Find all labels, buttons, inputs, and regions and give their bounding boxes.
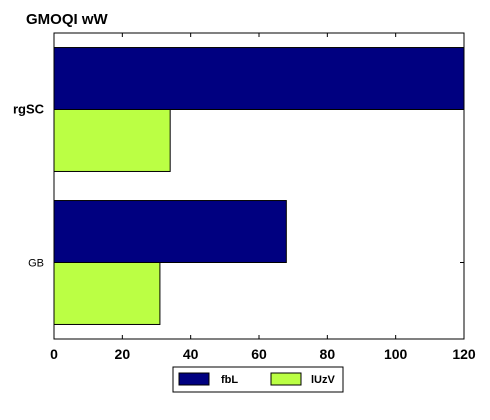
- bars-layer: [53, 47, 465, 325]
- legend-swatch-luzv: [270, 372, 302, 386]
- x-tick-label: 40: [183, 346, 199, 362]
- chart-title: GMOQI wW: [26, 11, 109, 28]
- x-tick-label: 20: [115, 346, 131, 362]
- legend-label-fbl: fbL: [221, 374, 238, 386]
- y-axis: rgSC GB: [13, 102, 464, 270]
- bar-luzv-rgsc: [53, 109, 171, 172]
- legend: fbL lUzV: [172, 366, 344, 393]
- x-tick-label: 100: [384, 346, 408, 362]
- bar-luzv-gb: [53, 262, 161, 325]
- x-tick-label: 60: [251, 346, 267, 362]
- legend-swatch-fbl: [178, 372, 210, 386]
- x-tick-label: 0: [50, 346, 58, 362]
- x-tick-label: 80: [320, 346, 336, 362]
- x-axis: 0 20 40 60 80 100 120: [50, 33, 476, 362]
- x-tick-label: 120: [452, 346, 476, 362]
- y-category-label-rgsc: rgSC: [13, 102, 45, 117]
- bar-fbl-rgsc: [53, 47, 465, 110]
- y-category-label-gb: GB: [28, 258, 44, 270]
- legend-label-luzv: lUzV: [311, 374, 336, 386]
- bar-fbl-gb: [53, 200, 287, 264]
